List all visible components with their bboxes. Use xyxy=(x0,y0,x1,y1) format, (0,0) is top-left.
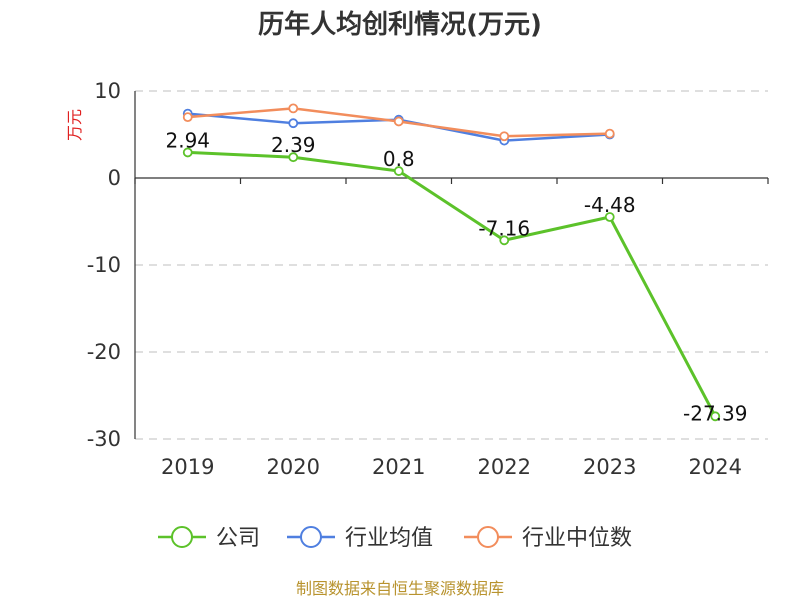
legend-label-2: 行业中位数 xyxy=(522,526,632,551)
series-2-point-4 xyxy=(604,128,615,139)
series-2-point-0 xyxy=(182,112,193,122)
data-label-1: 2.39 xyxy=(271,133,316,157)
y-tick-label-0: 10 xyxy=(94,79,121,103)
series-2-point-3 xyxy=(499,131,510,142)
legend-marker-2 xyxy=(477,526,499,548)
legend: 公司 行业均值 行业中位数 xyxy=(158,526,632,551)
series-1-point-1 xyxy=(288,118,299,129)
series-0-point-3 xyxy=(499,235,510,246)
y-tick-label-1: 0 xyxy=(108,166,121,190)
series-0-point-1 xyxy=(288,152,299,163)
legend-label-0: 公司 xyxy=(216,526,260,551)
series-2-point-2 xyxy=(393,116,404,127)
data-label-4: -4.48 xyxy=(584,193,636,217)
y-axis-label: 万元 xyxy=(65,109,84,141)
data-labels: 2.94 2.39 0.8 -7.16 -4.48 -27.39 xyxy=(165,128,747,425)
x-tick-label-0: 2019 xyxy=(161,455,214,479)
legend-marker-1 xyxy=(300,526,322,548)
series-0-point-0 xyxy=(182,147,193,158)
data-label-2: 0.8 xyxy=(383,147,415,171)
legend-marker-0 xyxy=(171,526,193,548)
chart-title: 历年人均创利情况(万元) xyxy=(258,9,542,40)
x-tick-label-4: 2023 xyxy=(583,455,636,479)
x-tick-label-2: 2021 xyxy=(372,455,425,479)
data-label-5: -27.39 xyxy=(683,401,747,425)
y-tick-label-2: -10 xyxy=(87,253,121,277)
grid-lines xyxy=(135,90,768,440)
source-note: 制图数据来自恒生聚源数据库 xyxy=(296,579,504,598)
series-0-point-4 xyxy=(604,212,615,222)
x-tick-label-1: 2020 xyxy=(267,455,320,479)
series-line-0 xyxy=(187,150,717,417)
series-0-point-2 xyxy=(393,166,404,176)
legend-label-1: 行业均值 xyxy=(345,526,433,551)
x-tick-label-5: 2024 xyxy=(689,455,742,479)
data-label-3: -7.16 xyxy=(478,216,530,240)
data-label-0: 2.94 xyxy=(165,128,210,152)
y-tick-label-3: -20 xyxy=(87,340,121,364)
x-tick-label-3: 2022 xyxy=(478,455,531,479)
series-2-point-1 xyxy=(288,103,299,114)
series-0-point-5 xyxy=(710,411,721,422)
y-tick-label-4: -30 xyxy=(87,427,121,451)
series-lines xyxy=(182,103,721,422)
axes: 10 0 -10 -20 -30 2019 2020 2021 2022 2023 2024 xyxy=(87,79,769,479)
